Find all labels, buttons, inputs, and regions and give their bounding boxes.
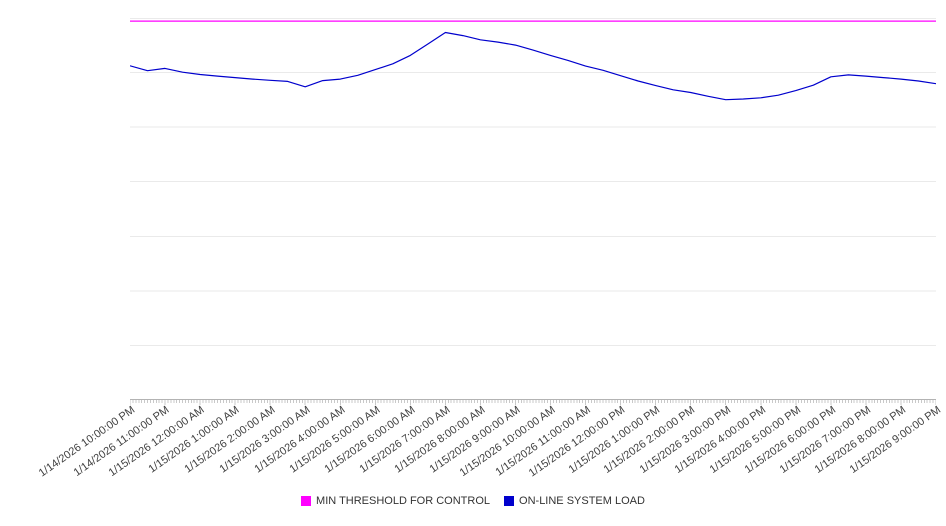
legend-swatch-system-load (504, 496, 515, 506)
legend-label-min-threshold: MIN THRESHOLD FOR CONTROL (316, 495, 491, 507)
series-on-line-system-load (130, 31, 936, 101)
legend-item-system-load[interactable]: ON-LINE SYSTEM LOAD (504, 495, 645, 507)
chart-plot-area: 1/14/2026 10:00:00 PM 1/14/2026 11:00:00 … (36, 18, 943, 479)
chart-legend: MIN THRESHOLD FOR CONTROL ON-LINE SYSTEM… (0, 495, 946, 507)
legend-label-system-load: ON-LINE SYSTEM LOAD (519, 495, 645, 507)
legend-item-min-threshold[interactable]: MIN THRESHOLD FOR CONTROL (301, 495, 490, 507)
line-chart-svg (130, 18, 936, 405)
legend-swatch-min-threshold (301, 496, 312, 506)
